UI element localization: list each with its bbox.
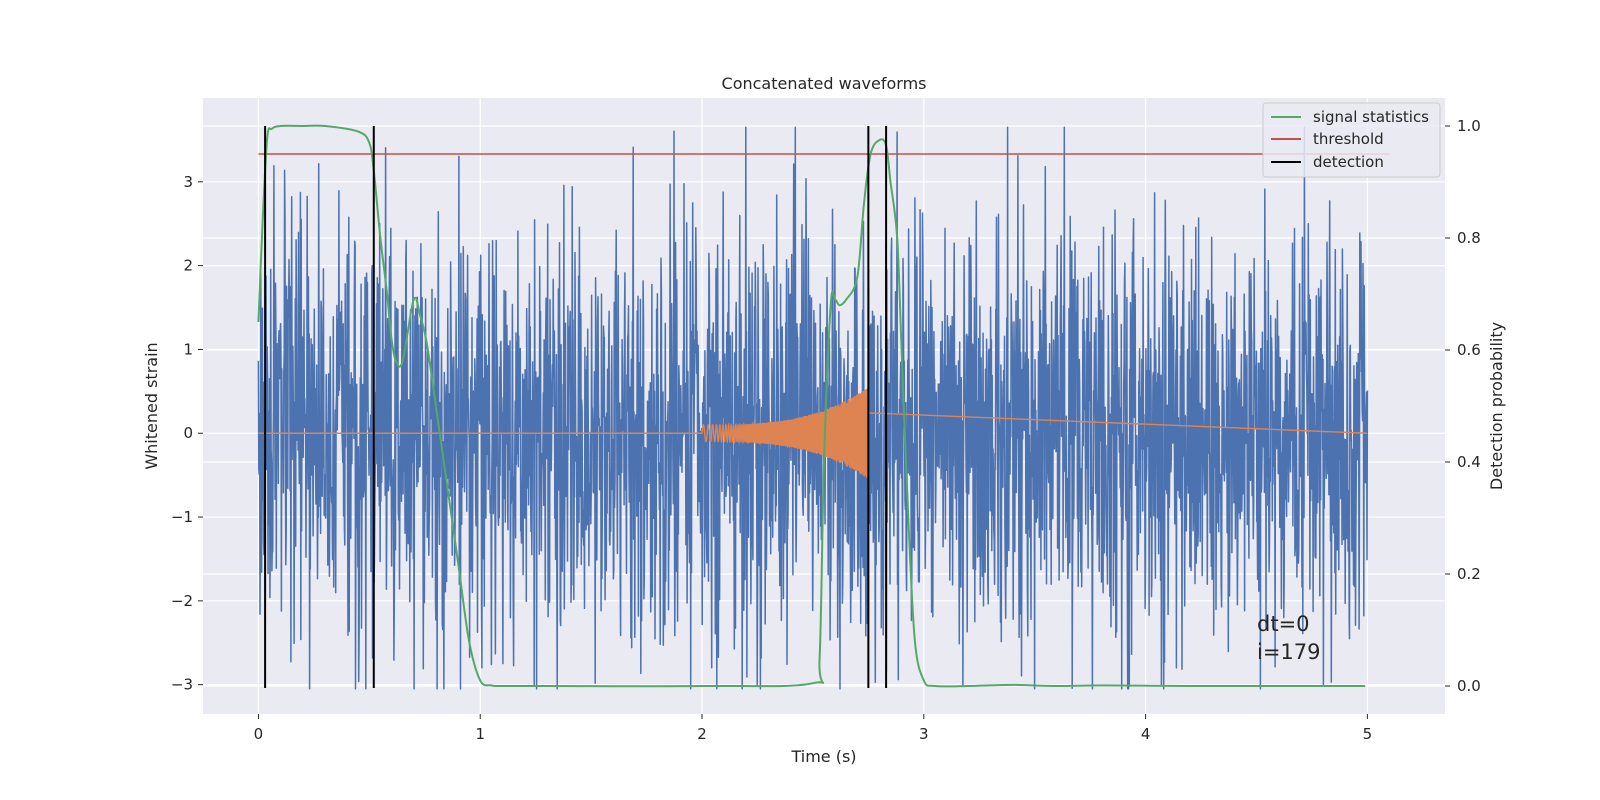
x-tick-label-2: 2: [697, 725, 707, 743]
y2-tick-label-1: 0.2: [1457, 565, 1481, 583]
y-tick-label-0: −3: [171, 676, 193, 694]
y-tick-label-6: 3: [183, 173, 193, 191]
x-axis-label: Time (s): [790, 747, 856, 766]
y-tick-label-1: −2: [171, 592, 193, 610]
y2-tick-label-5: 1.0: [1457, 117, 1481, 135]
x-tick-label-4: 4: [1141, 725, 1151, 743]
y2-tick-label-4: 0.8: [1457, 229, 1481, 247]
y-tick-label-4: 1: [183, 340, 193, 358]
legend-box: [1262, 102, 1441, 178]
legend-label-signal-statistics: signal statistics: [1313, 108, 1429, 126]
annotation-index: i=179: [1257, 640, 1321, 664]
x-tick-label-0: 0: [254, 725, 264, 743]
legend: signal statistics threshold detection: [1262, 102, 1441, 178]
legend-item-threshold: threshold: [1271, 130, 1384, 148]
detection-lines: [264, 126, 888, 688]
annotation-dt: dt=0: [1257, 612, 1310, 636]
annotation: dt=0 i=179: [1257, 612, 1321, 664]
legend-label-detection: detection: [1313, 153, 1384, 171]
y2-tick-label-3: 0.6: [1457, 341, 1481, 359]
x-tick-label-1: 1: [475, 725, 485, 743]
y2-tick-label-0: 0.0: [1457, 677, 1481, 695]
plot-area: [257, 124, 1390, 690]
y-tick-label-3: 0: [183, 424, 193, 442]
y2-tick-label-2: 0.4: [1457, 453, 1481, 471]
y2-axis-label: Detection probability: [1487, 322, 1506, 490]
y-axis-label: Whitened strain: [142, 342, 161, 469]
y-tick-label-2: −1: [171, 508, 193, 526]
y-tick-label-5: 2: [183, 257, 193, 275]
chart-title: Concatenated waveforms: [722, 74, 927, 93]
legend-label-threshold: threshold: [1313, 130, 1384, 148]
series-template-line: [258, 388, 1368, 479]
x-tick-label-5: 5: [1363, 725, 1373, 743]
axes-ticks: 0 1 2 3 4 5 −3 −2 −1 0 1 2 3 0.0 0.2 0.4 0.6 0.8 1.0: [171, 117, 1481, 743]
x-tick-label-3: 3: [919, 725, 929, 743]
legend-item-signal-statistics: signal statistics: [1271, 108, 1429, 126]
series-strain-line: [257, 126, 1369, 690]
legend-item-detection: detection: [1271, 153, 1384, 171]
